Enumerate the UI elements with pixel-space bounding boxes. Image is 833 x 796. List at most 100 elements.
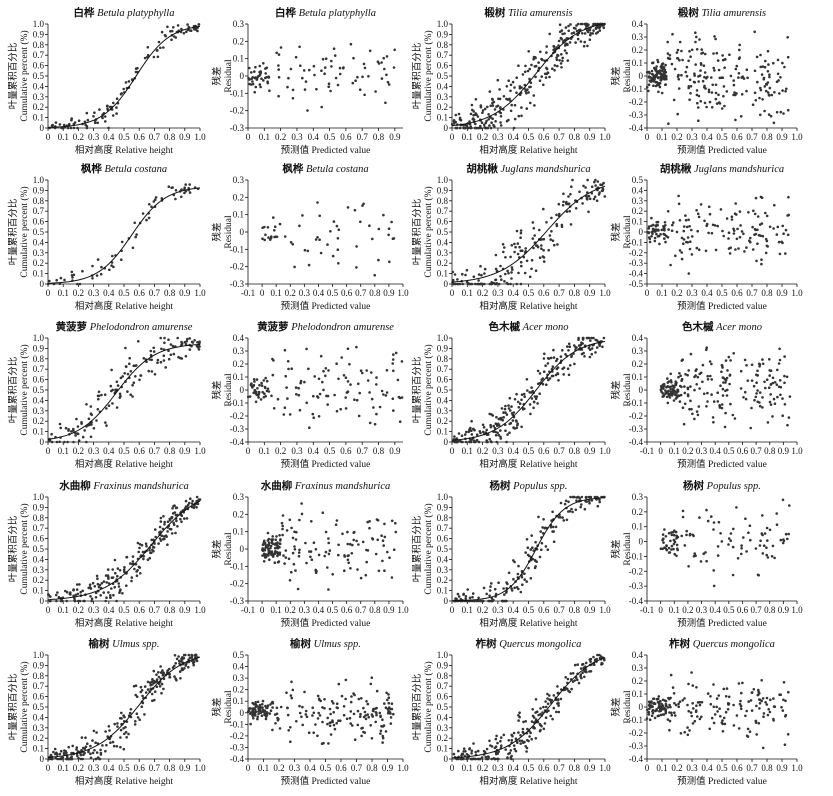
data-point: [676, 48, 680, 52]
data-point: [673, 711, 676, 714]
y-tick-label: 1.0: [437, 175, 449, 185]
data-point: [691, 702, 694, 705]
data-point: [494, 592, 498, 596]
data-point: [540, 247, 543, 250]
data-point: [336, 237, 340, 240]
data-point: [707, 231, 710, 235]
data-point: [745, 246, 748, 249]
x-tick-label: 0.8: [764, 605, 776, 615]
data-point: [655, 221, 658, 224]
title-cn: 水曲柳: [58, 479, 93, 492]
data-point: [341, 532, 344, 536]
data-point: [391, 358, 395, 361]
data-point: [767, 63, 770, 66]
data-point: [276, 397, 280, 401]
data-point: [303, 248, 307, 252]
data-point: [784, 532, 788, 536]
data-point: [273, 713, 277, 716]
data-point: [158, 537, 162, 540]
data-point: [672, 538, 676, 542]
data-point: [69, 591, 72, 594]
data-point: [267, 390, 271, 393]
data-point: [509, 255, 512, 259]
data-point: [712, 584, 716, 588]
data-point: [645, 717, 649, 720]
data-point: [592, 655, 595, 659]
data-point: [323, 707, 326, 710]
data-point: [555, 357, 559, 361]
data-point: [601, 189, 604, 192]
data-point: [291, 242, 295, 246]
data-point: [378, 405, 382, 409]
data-point: [143, 56, 147, 60]
data-point: [561, 203, 565, 207]
data-point: [385, 369, 389, 372]
data-point: [654, 224, 658, 228]
data-point: [138, 546, 141, 550]
data-point: [555, 58, 559, 62]
y-tick-label: 0: [639, 702, 644, 712]
data-point: [679, 393, 683, 397]
data-point: [262, 541, 266, 544]
data-point: [738, 702, 742, 706]
x-tick-label: 0.4: [308, 446, 320, 456]
data-point: [92, 729, 96, 733]
data-point: [489, 126, 493, 130]
data-point: [538, 722, 542, 726]
data-point: [357, 414, 361, 418]
data-point: [382, 213, 385, 217]
data-point: [320, 742, 324, 745]
data-point: [666, 210, 670, 213]
data-point: [714, 97, 718, 101]
data-point: [266, 704, 270, 707]
y-tick-label: 0: [40, 123, 45, 133]
data-point: [651, 232, 654, 235]
data-point: [695, 35, 698, 39]
data-point: [91, 581, 95, 585]
data-point: [374, 720, 378, 724]
data-point: [584, 661, 588, 665]
data-point: [550, 216, 553, 220]
title-latin: Phelodondron amurense: [89, 322, 193, 333]
data-point: [534, 698, 538, 701]
y-axis-label-en: Cumulative percent (%): [423, 661, 434, 752]
data-point: [106, 568, 110, 571]
y-axis-label-cn: 残差: [211, 222, 223, 241]
y-tick-label: 0.4: [632, 19, 644, 29]
data-point: [452, 278, 455, 282]
data-point: [304, 713, 308, 716]
data-point: [556, 54, 560, 57]
data-point: [561, 367, 564, 371]
data-point: [144, 691, 148, 694]
data-point: [745, 68, 749, 71]
data-point: [574, 41, 577, 44]
data-point: [729, 74, 733, 78]
y-tick-label: 0: [444, 754, 449, 764]
data-point: [558, 212, 561, 216]
data-point: [601, 187, 605, 190]
data-point: [502, 587, 505, 590]
data-point: [118, 392, 122, 396]
y-tick-label: 0.3: [632, 346, 644, 356]
data-point: [141, 212, 145, 215]
data-point: [138, 718, 141, 721]
data-point: [273, 543, 277, 546]
data-point: [553, 47, 556, 51]
data-point: [346, 380, 350, 383]
y-tick-label: 0.2: [233, 685, 244, 695]
data-point: [735, 237, 739, 241]
data-point: [100, 393, 103, 397]
data-point: [572, 31, 576, 34]
data-point: [115, 599, 118, 603]
data-point: [470, 419, 473, 423]
data-point: [681, 358, 684, 362]
x-tick-label: 0.3: [696, 446, 708, 456]
data-point: [344, 697, 347, 701]
data-point: [758, 707, 761, 710]
data-point: [531, 708, 534, 711]
data-point: [61, 599, 64, 603]
data-point: [383, 522, 386, 526]
data-point: [284, 374, 288, 378]
data-point: [114, 571, 117, 575]
data-point: [776, 368, 779, 372]
